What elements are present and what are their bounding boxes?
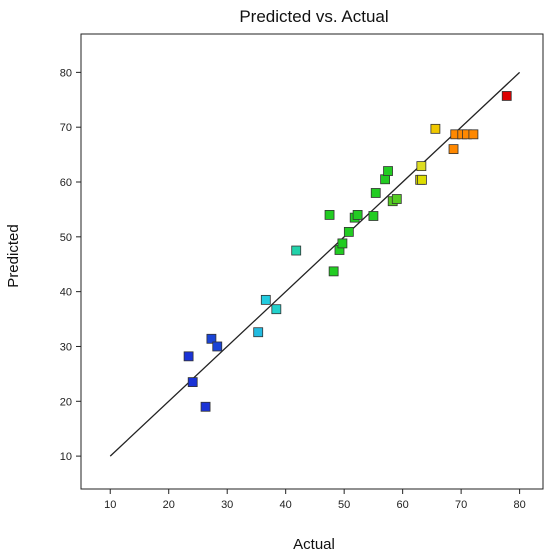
data-point [448,144,459,155]
data-point [417,174,427,185]
data-point [324,210,335,220]
data-point [271,304,282,315]
data-point [380,174,391,185]
data-point [291,245,302,256]
data-point [430,123,441,134]
data-point [416,161,427,172]
data-point [352,210,363,220]
data-point [212,341,223,352]
y-tick-label: 10 [60,451,72,463]
data-point [343,226,354,237]
chart-title: Predicted vs. Actual [239,7,388,26]
plot-frame [80,33,544,490]
data-point [368,211,379,221]
x-tick-label: 10 [104,499,116,511]
data-point [187,377,198,388]
data-point [383,166,393,176]
data-point [200,401,211,412]
data-point [206,333,217,344]
y-tick-label: 40 [60,287,72,299]
y-tick-label: 80 [60,67,72,79]
x-tick-label: 80 [513,499,525,511]
y-tick-label: 30 [60,341,72,353]
data-point [391,194,402,204]
axis-ticks: 10 20 30 40 50 60 70 80 10 20 30 40 50 60 70 80 [60,67,526,511]
data-point [328,266,339,277]
y-axis-title: Predicted [5,224,22,287]
y-tick-label: 70 [60,122,72,134]
data-point [183,351,194,362]
data-point [501,91,512,101]
y-tick-label: 20 [60,396,72,408]
x-tick-label: 30 [221,499,233,511]
data-point [253,327,264,338]
y-tick-label: 50 [60,232,72,244]
x-tick-label: 50 [338,499,350,511]
x-tick-label: 40 [280,499,292,511]
x-tick-label: 70 [455,499,467,511]
x-tick-label: 20 [163,499,175,511]
x-axis-title: Actual [293,536,335,553]
y-tick-label: 60 [60,177,72,189]
data-point [337,238,348,249]
data-point [370,188,381,198]
points-layer [183,91,512,412]
data-point [468,129,479,140]
data-point [260,294,271,305]
x-tick-label: 60 [397,499,409,511]
